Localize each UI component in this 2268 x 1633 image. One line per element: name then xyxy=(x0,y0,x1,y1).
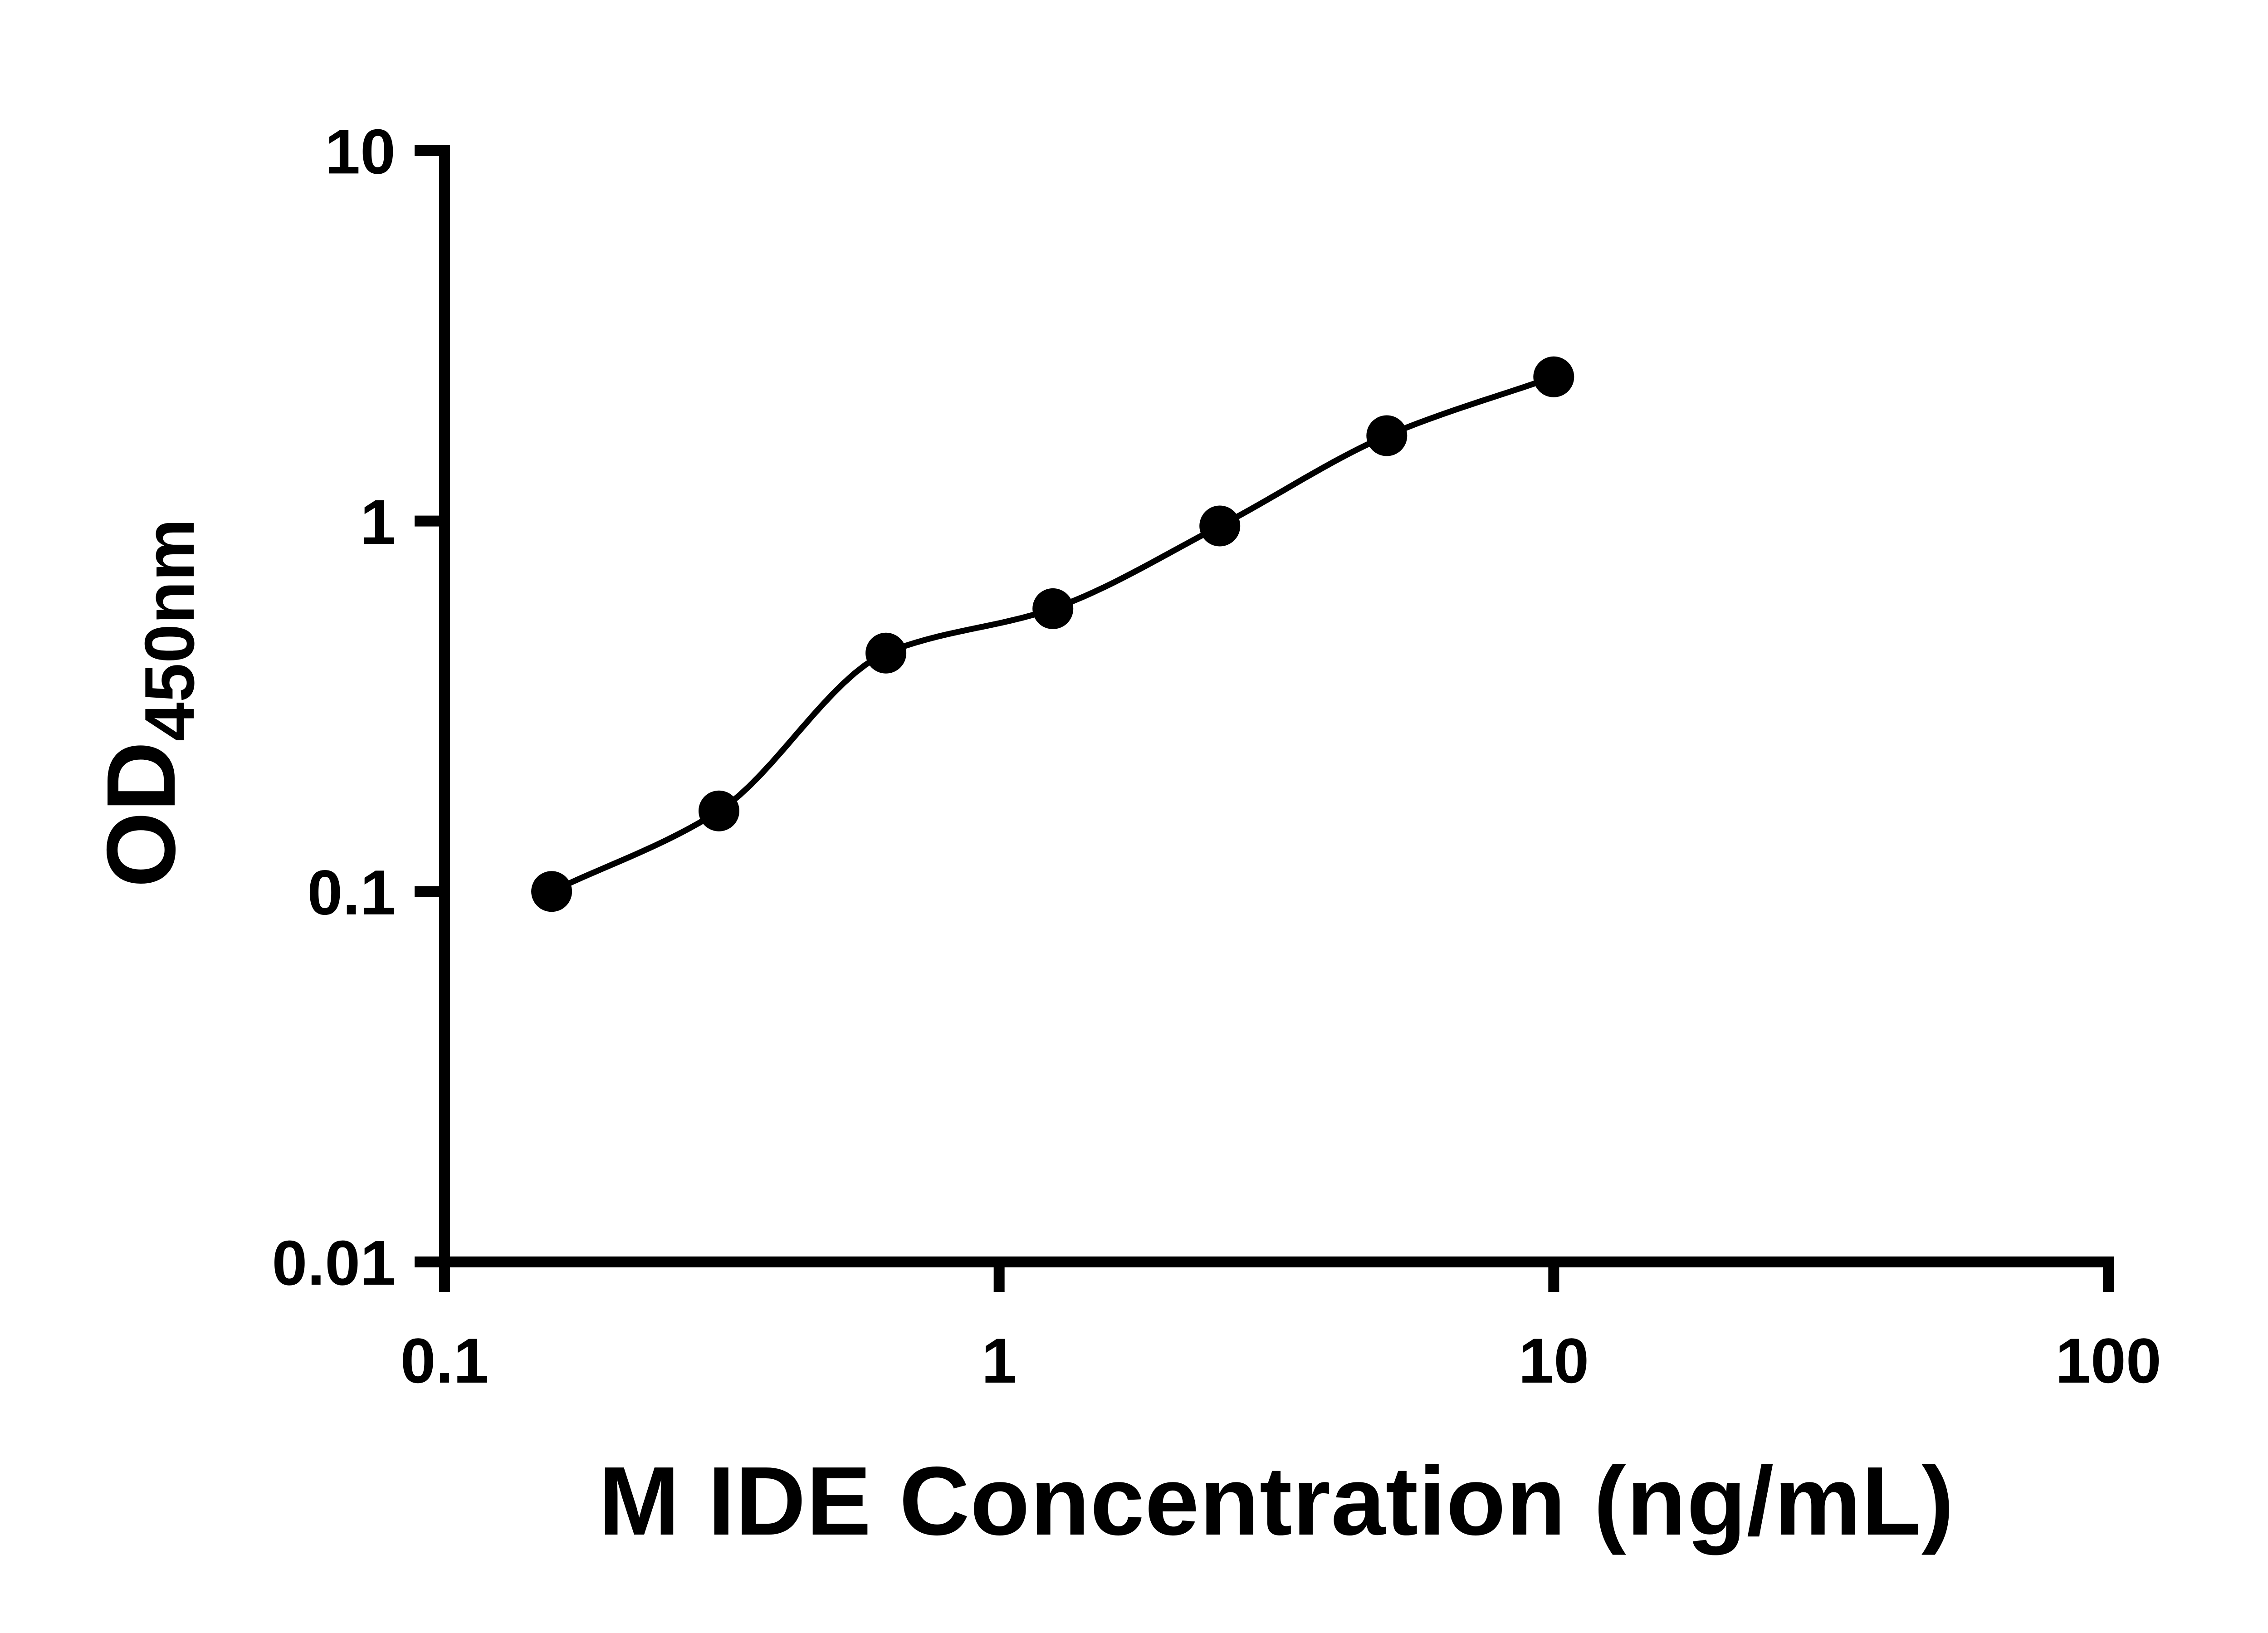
y-axis-title: OD450nm xyxy=(85,518,210,888)
y-axis-title-subscript: 450nm xyxy=(130,518,209,742)
data-point xyxy=(1533,356,1574,397)
y-axis-title-main: OD xyxy=(86,741,196,888)
x-tick-label: 0.1 xyxy=(401,1325,489,1396)
data-point xyxy=(531,871,572,912)
y-tick-label: 10 xyxy=(325,116,396,187)
x-axis-title: M IDE Concentration (ng/mL) xyxy=(598,1446,1955,1555)
y-tick-label: 1 xyxy=(360,486,396,557)
data-point xyxy=(1366,415,1408,456)
data-point xyxy=(699,790,739,831)
x-tick-label: 10 xyxy=(1518,1325,1589,1396)
data-point xyxy=(1032,588,1074,629)
data-point xyxy=(1199,505,1241,547)
y-tick-label: 0.1 xyxy=(307,857,396,928)
data-point xyxy=(865,632,907,674)
x-tick-label: 1 xyxy=(982,1325,1017,1396)
x-tick-label: 100 xyxy=(2055,1325,2161,1396)
y-tick-label: 0.01 xyxy=(272,1227,396,1298)
